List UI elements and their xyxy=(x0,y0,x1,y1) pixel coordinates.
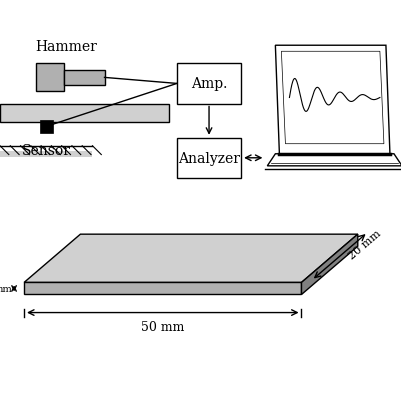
Text: 20 mm: 20 mm xyxy=(346,227,382,260)
Text: mm: mm xyxy=(0,284,12,293)
Polygon shape xyxy=(275,46,389,154)
Bar xyxy=(64,71,104,85)
Bar xyxy=(40,120,53,134)
Bar xyxy=(0,104,168,122)
Bar xyxy=(176,64,241,104)
Text: 50 mm: 50 mm xyxy=(141,320,184,333)
Polygon shape xyxy=(281,52,383,144)
Polygon shape xyxy=(24,283,301,295)
Text: Analyzer: Analyzer xyxy=(178,152,239,165)
Bar xyxy=(0,151,92,158)
Polygon shape xyxy=(301,235,357,295)
Bar xyxy=(176,138,241,178)
Polygon shape xyxy=(24,235,357,283)
Text: Sensor: Sensor xyxy=(22,144,71,158)
Text: Hammer: Hammer xyxy=(35,40,97,54)
Bar xyxy=(36,64,64,92)
Text: Amp.: Amp. xyxy=(190,77,227,91)
Polygon shape xyxy=(267,154,401,166)
